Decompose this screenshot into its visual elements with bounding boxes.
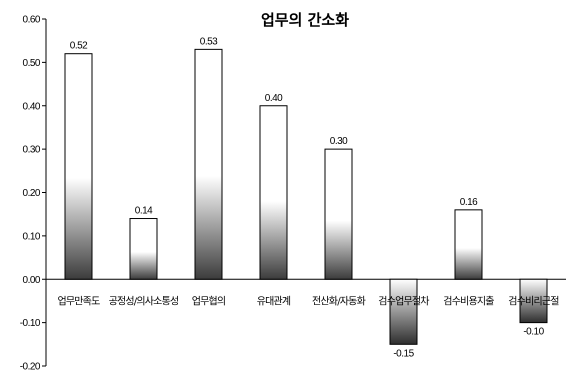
bar <box>324 148 353 280</box>
category-label: 검수비리근절 <box>508 294 559 307</box>
y-tick-label: -0.20 <box>20 362 41 372</box>
y-axis: 0.60 0.50 0.40 0.30 0.20 0.10 0.00 -0.10 -0.20 <box>20 15 566 372</box>
y-tick-label: 0.50 <box>23 58 41 69</box>
category-labels: 업무만족도 공정성/의사소통성 업무협의 유대관계 전산화/자동화 검수업무절차 검수비용지… <box>57 294 560 307</box>
category-label: 공정성/의사소통성 <box>109 295 179 307</box>
y-tick-label: 0.40 <box>23 101 41 112</box>
data-label: 0.30 <box>330 136 348 147</box>
category-label: 검수비용지출 <box>443 295 494 307</box>
bar <box>129 218 158 280</box>
y-tick-label: 0.60 <box>23 15 41 26</box>
bar <box>454 209 483 280</box>
y-tick-label: 0.00 <box>23 275 41 286</box>
data-label: 0.16 <box>460 197 478 208</box>
category-label: 전산화/자동화 <box>312 295 366 307</box>
y-tick-label: -0.10 <box>20 318 41 329</box>
data-label: 0.14 <box>135 206 153 217</box>
category-label: 업무협의 <box>192 294 226 307</box>
bars: 0.52 0.14 0.53 0.40 0.30 -0.15 0.16 -0.10 <box>64 36 548 359</box>
y-tick-label: 0.20 <box>23 188 41 199</box>
category-label: 검수업무절차 <box>378 294 429 307</box>
data-label: -0.15 <box>393 348 414 359</box>
bar <box>64 53 93 280</box>
bar <box>194 48 223 280</box>
category-label: 업무만족도 <box>57 294 100 307</box>
data-label: -0.10 <box>523 327 544 338</box>
data-label: 0.40 <box>265 93 283 104</box>
data-label: 0.53 <box>200 36 218 47</box>
y-tick-label: 0.30 <box>23 145 41 156</box>
data-label: 0.52 <box>70 41 88 52</box>
y-tick-label: 0.10 <box>23 231 41 242</box>
bar <box>259 105 288 280</box>
bar <box>389 278 418 345</box>
category-label: 유대관계 <box>257 295 291 307</box>
bar <box>519 278 548 324</box>
chart-title: 업무의 간소화 <box>261 11 349 29</box>
